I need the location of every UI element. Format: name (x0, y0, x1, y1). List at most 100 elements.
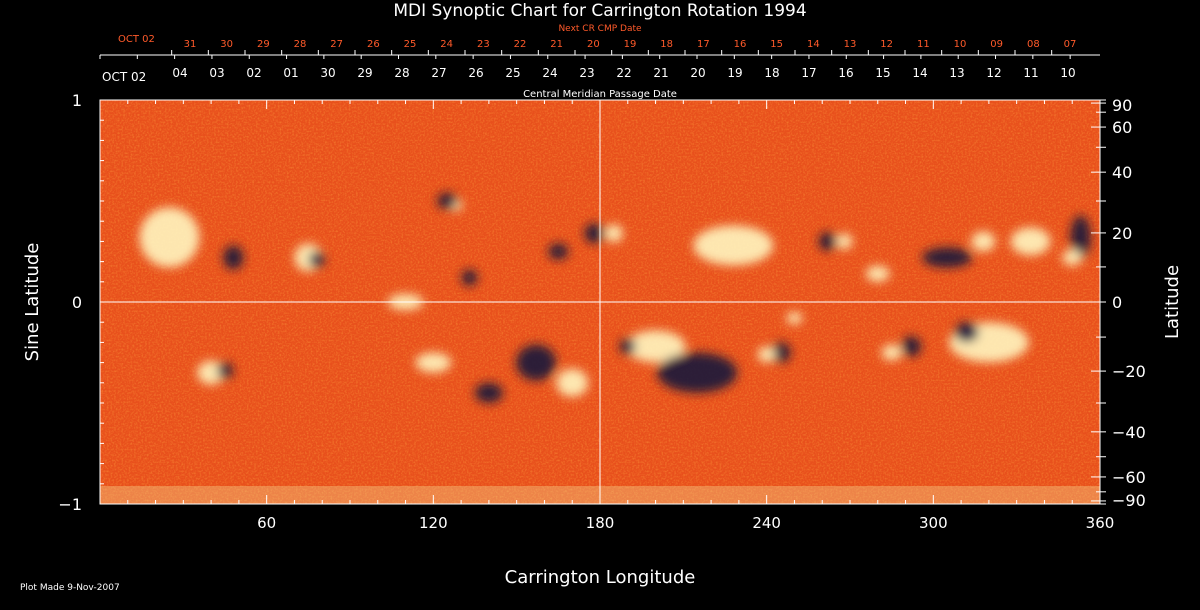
magnetic-region (901, 336, 922, 357)
cmp-date-label: 25 (505, 66, 520, 80)
cmp-date-label: 26 (468, 66, 483, 80)
cmp-date-label: 10 (1060, 66, 1075, 80)
cmp-date-label: 12 (986, 66, 1001, 80)
next-cr-date-label: 19 (624, 39, 637, 50)
y-right-axis-label: Latitude (1162, 265, 1183, 339)
cmp-axis-label: Central Meridian Passage Date (523, 89, 677, 100)
next-cr-date-label: 15 (770, 39, 783, 50)
cmp-date-label: 28 (394, 66, 409, 80)
magnetic-region (836, 233, 853, 250)
cmp-date-label: 13 (949, 66, 964, 80)
magnetic-region (548, 243, 569, 260)
y-right-tick-label: −60 (1112, 468, 1146, 487)
y-right-tick-label: 40 (1112, 163, 1132, 182)
magnetic-region (770, 342, 791, 363)
y-left-tick-label: 1 (72, 91, 82, 110)
cmp-date-label: 18 (764, 66, 779, 80)
x-tick-label: 120 (419, 514, 448, 532)
y-left-axis-ticks: 1 0 −1 (58, 91, 109, 514)
cmp-date-label: 11 (1023, 66, 1038, 80)
next-cr-axis-label: Next CR CMP Date (558, 24, 642, 34)
cmp-date-label: 21 (653, 66, 668, 80)
magnetic-region (922, 247, 973, 268)
y-right-tick-label: 90 (1112, 96, 1132, 115)
magnetic-region (1062, 249, 1083, 266)
next-cr-date-label: 28 (294, 39, 307, 50)
next-cr-date-label: 18 (660, 39, 673, 50)
next-cr-date-label: 16 (734, 39, 747, 50)
magnetic-region (139, 207, 200, 268)
next-cr-date-label: 29 (257, 39, 270, 50)
cmp-date-label: 23 (579, 66, 594, 80)
x-tick-label: 360 (1086, 514, 1115, 532)
next-cr-date-label: 22 (514, 39, 527, 50)
next-cr-date-label: 12 (880, 39, 893, 50)
x-tick-label: 300 (919, 514, 948, 532)
magnetic-region (619, 338, 636, 355)
y-right-axis-ticks: 90 60 40 20 0 −20 −40 −60 −90 (1091, 96, 1146, 510)
next-cr-axis-ticks: 31 30 29 28 27 26 25 24 23 22 21 20 19 18 17 16 15 14 13 12… (171, 39, 1076, 55)
cmp-date-label: 02 (246, 66, 261, 80)
magnetic-region (556, 368, 589, 397)
y-left-tick-label: 0 (72, 293, 82, 312)
magnetic-region (657, 352, 738, 393)
y-right-tick-label: −20 (1112, 362, 1146, 381)
next-cr-date-label: 27 (330, 39, 343, 50)
magnetic-region (757, 346, 776, 363)
magnetic-region (1070, 215, 1091, 260)
next-cr-date-label: 10 (954, 39, 967, 50)
next-cr-date-label: 21 (550, 39, 563, 50)
x-axis-ticks: 60 120 180 240 300 360 (127, 100, 1115, 532)
magnetic-region (584, 223, 605, 244)
next-cr-date-label: 13 (844, 39, 857, 50)
magnetic-region (881, 344, 902, 361)
magnetic-region (308, 251, 325, 268)
next-cr-date-label: 08 (1027, 39, 1040, 50)
next-cr-date-label: 24 (440, 39, 453, 50)
magnetic-region (625, 330, 686, 363)
magnetic-region (865, 265, 890, 282)
cmp-date-label: 27 (431, 66, 446, 80)
magnetic-region (954, 322, 979, 343)
x-tick-label: 180 (586, 514, 615, 532)
y-right-tick-label: −90 (1112, 491, 1146, 510)
magnetic-region (971, 231, 996, 252)
x-tick-label: 60 (257, 514, 276, 532)
magnetic-region (1010, 227, 1051, 256)
next-cr-date-label: 31 (184, 39, 197, 50)
magnetic-region (461, 269, 478, 286)
cmp-date-label: 01 (283, 66, 298, 80)
magnetic-region (604, 224, 623, 243)
magnetic-region (437, 193, 458, 209)
y-left-tick-label: −1 (58, 495, 82, 514)
magnetic-region (516, 344, 557, 381)
x-tick-label: 240 (752, 514, 781, 532)
cmp-date-axis: 04 03 02 01 30 29 28 27 26 25 24 23 22 21 20 19 18 17 16 15… (99, 55, 1076, 80)
cmp-date-label: 24 (542, 66, 557, 80)
cmp-date-label: 15 (875, 66, 890, 80)
magnetic-region (217, 362, 233, 379)
next-cr-date-label: 14 (807, 39, 820, 50)
next-cr-date-label: 17 (697, 39, 710, 50)
cmp-date-label: 17 (801, 66, 816, 80)
y-right-tick-label: 60 (1112, 118, 1132, 137)
y-right-tick-label: 20 (1112, 224, 1132, 243)
y-right-tick-label: −40 (1112, 423, 1146, 442)
magnetic-region (223, 245, 244, 270)
cmp-date-label: 29 (357, 66, 372, 80)
next-cr-date-label: 23 (477, 39, 490, 50)
y-right-tick-label: 0 (1112, 293, 1122, 312)
cmp-date-label: 30 (320, 66, 335, 80)
cmp-date-label: 14 (912, 66, 927, 80)
cmp-date-label: 16 (838, 66, 853, 80)
next-cr-date-label: 09 (990, 39, 1003, 50)
next-cr-first-label: OCT 02 (118, 34, 155, 45)
magnetic-region (474, 382, 503, 403)
magnetic-region (818, 232, 837, 251)
cmp-date-label: 19 (727, 66, 742, 80)
chart-title: MDI Synoptic Chart for Carrington Rotati… (393, 1, 806, 21)
next-cr-date-label: 20 (587, 39, 600, 50)
magnetic-region (786, 312, 803, 325)
magnetic-region (415, 352, 452, 373)
